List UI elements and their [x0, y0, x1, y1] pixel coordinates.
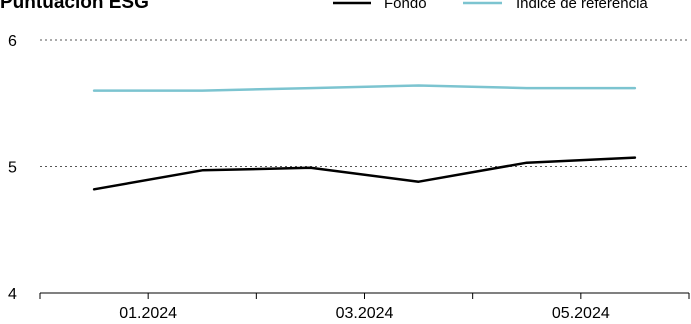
y-tick-label: 6 — [8, 33, 17, 50]
legend: Fondo Índice de referencia — [333, 0, 648, 12]
series-line-fondo — [92, 156, 637, 191]
y-tick-label: 4 — [8, 286, 17, 303]
x-tick-labels: 01.2024 03.2024 05.2024 — [119, 305, 610, 322]
x-tick-label: 01.2024 — [119, 305, 177, 322]
x-tick-label: 03.2024 — [336, 305, 394, 322]
chart-title: Puntuación ESG — [0, 0, 149, 13]
legend-label-fondo: Fondo — [384, 0, 427, 12]
gridlines — [40, 39, 689, 167]
x-axis — [39, 292, 690, 299]
series-line-benchmark — [92, 84, 637, 92]
legend-label-benchmark: Índice de referencia — [516, 0, 648, 12]
series-lines — [92, 84, 637, 191]
x-tick-label: 05.2024 — [552, 305, 610, 322]
y-tick-labels: 4 5 6 — [8, 33, 17, 303]
y-tick-label: 5 — [8, 160, 17, 177]
